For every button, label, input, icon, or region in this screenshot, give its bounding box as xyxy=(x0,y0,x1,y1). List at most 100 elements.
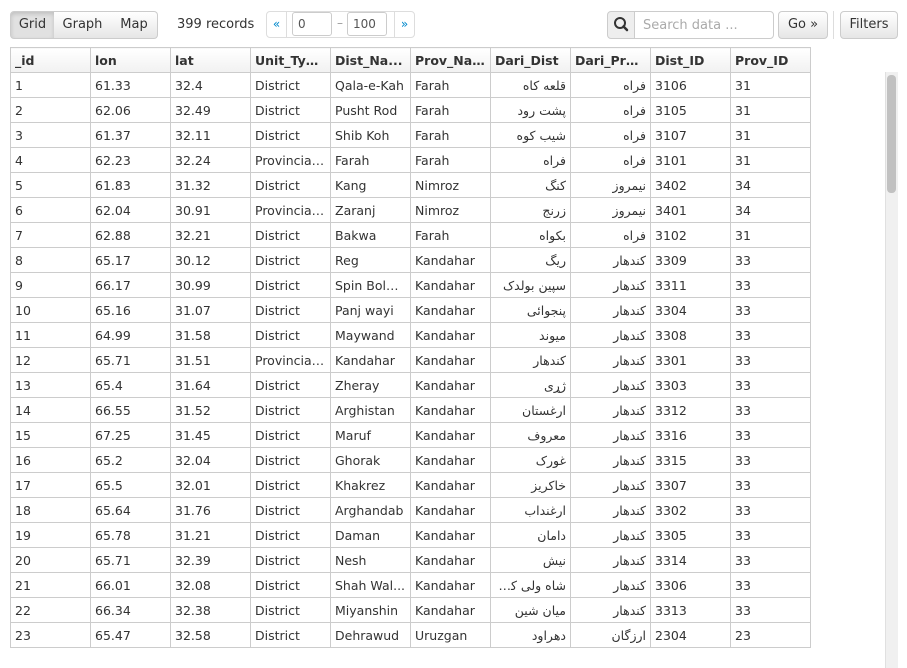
search-input[interactable] xyxy=(634,11,774,39)
table-cell: District xyxy=(250,172,331,198)
grid-view-button[interactable]: Grid xyxy=(10,11,55,39)
go-button[interactable]: Go » xyxy=(778,11,828,39)
table-row[interactable]: 21 66.01 32.08 District Shah Wal... Kandahar ش… xyxy=(10,572,811,598)
table-cell: 31.51 xyxy=(170,347,251,373)
table-row[interactable]: 19 65.78 31.21 District Daman Kandahar دامان کن… xyxy=(10,522,811,548)
table-row[interactable]: 3 61.37 32.11 District Shib Koh Farah شیب کوه ف… xyxy=(10,122,811,148)
table-cell: کندهار xyxy=(570,497,651,523)
table-cell: 31.32 xyxy=(170,172,251,198)
table-cell: 64.99 xyxy=(90,322,171,348)
table-cell: Nimroz xyxy=(410,172,491,198)
table-cell: 13 xyxy=(10,372,91,398)
table-cell: District xyxy=(250,397,331,423)
table-cell: 31 xyxy=(730,97,811,123)
table-cell: زرنج xyxy=(490,197,571,223)
table-cell: 65.64 xyxy=(90,497,171,523)
table-cell: 15 xyxy=(10,422,91,448)
table-cell: 32.24 xyxy=(170,147,251,173)
table-row[interactable]: 22 66.34 32.38 District Miyanshin Kandahar میا… xyxy=(10,597,811,623)
table-cell: نیمروز xyxy=(570,172,651,198)
scrollbar-track[interactable] xyxy=(885,72,898,668)
table-cell: Nesh xyxy=(330,547,411,573)
column-header[interactable]: Dari_Pro... xyxy=(570,47,651,73)
table-row[interactable]: 10 65.16 31.07 District Panj wayi Kandahar پنج… xyxy=(10,297,811,323)
table-cell: فراه xyxy=(570,97,651,123)
column-header[interactable]: _id xyxy=(10,47,91,73)
table-cell: 65.16 xyxy=(90,297,171,323)
table-cell: Kandahar xyxy=(410,322,491,348)
table-cell: کندهار xyxy=(570,247,651,273)
table-row[interactable]: 2 62.06 32.49 District Pusht Rod Farah پشت رود… xyxy=(10,97,811,123)
table-row[interactable]: 18 65.64 31.76 District Arghandab Kandahar ارغ… xyxy=(10,497,811,523)
table-cell: فراه xyxy=(490,147,571,173)
table-row[interactable]: 7 62.88 32.21 District Bakwa Farah بکواه فراه 31… xyxy=(10,222,811,248)
table-cell: 3401 xyxy=(650,197,731,223)
table-cell: 31.64 xyxy=(170,372,251,398)
table-cell: 61.83 xyxy=(90,172,171,198)
column-header[interactable]: lon xyxy=(90,47,171,73)
table-row[interactable]: 14 66.55 31.52 District Arghistan Kandahar ارغ… xyxy=(10,397,811,423)
map-view-button[interactable]: Map xyxy=(111,11,158,39)
table-cell: 3106 xyxy=(650,72,731,98)
table-cell: 32.01 xyxy=(170,472,251,498)
table-cell: Provincial... xyxy=(250,197,331,223)
table-cell: 66.17 xyxy=(90,272,171,298)
table-row[interactable]: 12 65.71 31.51 Provincial... Kandahar Kandaha… xyxy=(10,347,811,373)
table-row[interactable]: 1 61.33 32.4 District Qala-e-Kah Farah قلعه کا… xyxy=(10,72,811,98)
table-cell: قلعه کاه xyxy=(490,72,571,98)
pager-next-button[interactable]: » xyxy=(394,11,415,38)
table-cell: 14 xyxy=(10,397,91,423)
scrollbar-thumb[interactable] xyxy=(887,75,896,193)
pager-separator: – xyxy=(337,16,343,30)
filters-button[interactable]: Filters xyxy=(840,11,898,39)
table-row[interactable]: 15 67.25 31.45 District Maruf Kandahar معروف کن… xyxy=(10,422,811,448)
table-cell: پنجوائی xyxy=(490,297,571,323)
table-row[interactable]: 17 65.5 32.01 District Khakrez Kandahar خاکریز… xyxy=(10,472,811,498)
table-cell: 31.21 xyxy=(170,522,251,548)
table-cell: 17 xyxy=(10,472,91,498)
column-header[interactable]: Dari_Dist xyxy=(490,47,571,73)
table-cell: Kandahar xyxy=(410,422,491,448)
graph-view-button[interactable]: Graph xyxy=(54,11,112,39)
column-header[interactable]: lat xyxy=(170,47,251,73)
column-header[interactable]: Prov_Na... xyxy=(410,47,491,73)
pager-prev-button[interactable]: « xyxy=(266,11,287,38)
pager-from-input[interactable] xyxy=(292,12,332,36)
table-row[interactable]: 8 65.17 30.12 District Reg Kandahar ریگ کندهار 3… xyxy=(10,247,811,273)
table-row[interactable]: 5 61.83 31.32 District Kang Nimroz کنگ نیمروز 34… xyxy=(10,172,811,198)
table-cell: 66.55 xyxy=(90,397,171,423)
table-row[interactable]: 9 66.17 30.99 District Spin Boldak Kandahar سپ… xyxy=(10,272,811,298)
column-header[interactable]: Prov_ID xyxy=(730,47,811,73)
table-cell: 7 xyxy=(10,222,91,248)
table-cell: 23 xyxy=(730,622,811,648)
column-header[interactable]: Dist_ID xyxy=(650,47,731,73)
table-cell: کندهار xyxy=(570,572,651,598)
table-cell: Arghandab xyxy=(330,497,411,523)
table-row[interactable]: 11 64.99 31.58 District Maywand Kandahar میوند… xyxy=(10,322,811,348)
table-cell: 65.5 xyxy=(90,472,171,498)
table-cell: 65.71 xyxy=(90,347,171,373)
table-cell: کندهار xyxy=(570,347,651,373)
table-row[interactable]: 23 65.47 32.58 District Dehrawud Uruzgan دهراو… xyxy=(10,622,811,648)
pager-to-input[interactable] xyxy=(347,12,387,36)
table-cell: 67.25 xyxy=(90,422,171,448)
table-row[interactable]: 4 62.23 32.24 Provincial... Farah Farah فراه فر… xyxy=(10,147,811,173)
table-cell: 3307 xyxy=(650,472,731,498)
table-cell: شیب کوه xyxy=(490,122,571,148)
table-cell: 3305 xyxy=(650,522,731,548)
table-cell: District xyxy=(250,472,331,498)
column-header[interactable]: Dist_Na... xyxy=(330,47,411,73)
table-row[interactable]: 13 65.4 31.64 District Zheray Kandahar ژړی کنده… xyxy=(10,372,811,398)
table-row[interactable]: 20 65.71 32.39 District Nesh Kandahar نیش کندها… xyxy=(10,547,811,573)
table-cell: فراه xyxy=(570,122,651,148)
table-cell: فراه xyxy=(570,72,651,98)
table-row[interactable]: 16 65.2 32.04 District Ghorak Kandahar غورک کند… xyxy=(10,447,811,473)
table-cell: 65.2 xyxy=(90,447,171,473)
table-cell: Kandahar xyxy=(410,472,491,498)
table-cell: 32.04 xyxy=(170,447,251,473)
column-header[interactable]: Unit_Typ... xyxy=(250,47,331,73)
table-cell: کندهار xyxy=(570,547,651,573)
table-row[interactable]: 6 62.04 30.91 Provincial... Zaranj Nimroz زرنج… xyxy=(10,197,811,223)
table-cell: Kandahar xyxy=(410,247,491,273)
table-cell: کندهار xyxy=(570,422,651,448)
